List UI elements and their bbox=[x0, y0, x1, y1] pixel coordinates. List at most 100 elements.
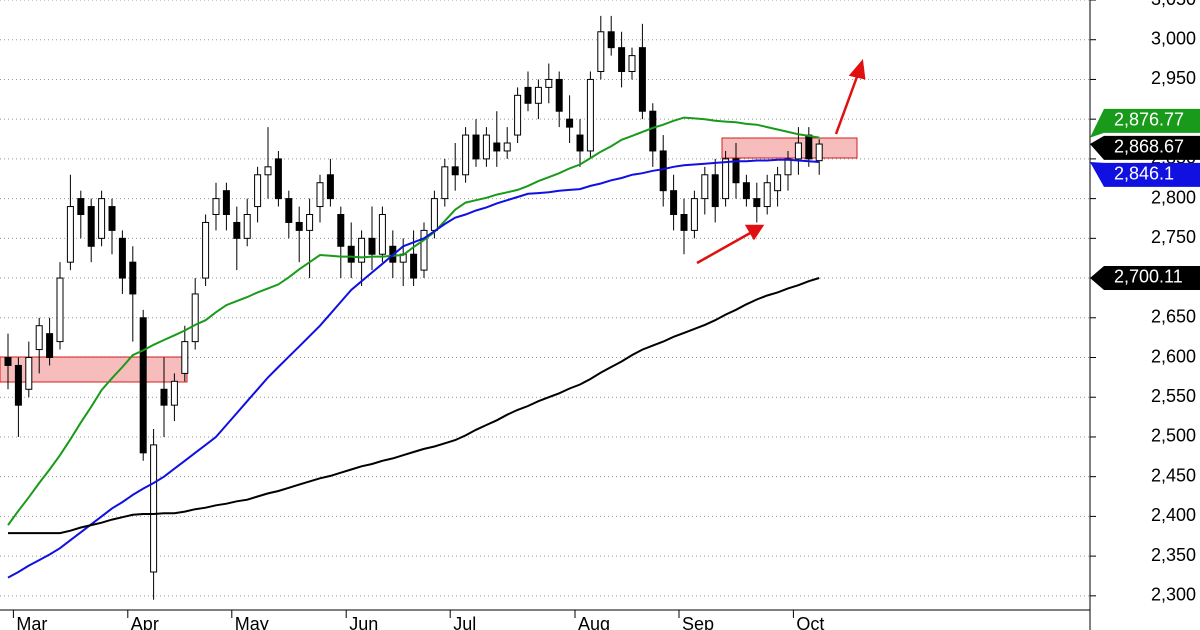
candle-body bbox=[514, 94, 522, 136]
candle-body bbox=[534, 86, 542, 104]
candle-body bbox=[430, 198, 438, 231]
candle-body bbox=[555, 78, 563, 112]
candle-body bbox=[586, 78, 594, 152]
candle-body bbox=[378, 214, 386, 255]
candle-body bbox=[763, 182, 771, 208]
candle-body bbox=[742, 182, 750, 200]
candle-body bbox=[66, 206, 74, 263]
price-tag-label: 2,700.11 bbox=[1114, 267, 1183, 287]
candle-body bbox=[576, 134, 584, 152]
candle-body bbox=[212, 198, 220, 216]
candle-body bbox=[150, 444, 158, 573]
candle-body bbox=[649, 110, 657, 152]
candle-body bbox=[618, 47, 626, 73]
candle-body bbox=[202, 221, 210, 279]
candle-body bbox=[815, 143, 823, 162]
candle-body bbox=[118, 237, 126, 279]
y-tick-label: 2,300 bbox=[1151, 585, 1196, 605]
y-tick-label: 2,450 bbox=[1151, 465, 1196, 485]
candle-body bbox=[794, 142, 802, 160]
y-tick-label: 2,950 bbox=[1151, 68, 1196, 88]
candle-body bbox=[264, 166, 272, 176]
arrow-head bbox=[744, 224, 765, 241]
candle-body bbox=[472, 134, 480, 160]
candle-body bbox=[170, 380, 178, 406]
moving-average bbox=[7, 158, 820, 579]
candle-body bbox=[753, 198, 761, 208]
price-tag-label: 2,868.67 bbox=[1114, 137, 1184, 157]
candle-body bbox=[690, 198, 698, 231]
arrow-shaft bbox=[696, 230, 753, 265]
y-tick-label: 2,600 bbox=[1151, 346, 1196, 366]
candle-body bbox=[410, 253, 418, 279]
candle-body bbox=[326, 174, 334, 200]
y-tick-label: 2,400 bbox=[1151, 505, 1196, 525]
candle-body bbox=[25, 357, 33, 390]
candle-body bbox=[711, 174, 719, 208]
y-tick-label: 2,550 bbox=[1151, 386, 1196, 406]
resistance-zone bbox=[721, 137, 858, 159]
candle-body bbox=[191, 293, 199, 343]
price-tag bbox=[1090, 108, 1200, 138]
candle-body bbox=[129, 261, 137, 295]
candle-body bbox=[108, 206, 116, 231]
plot bbox=[4, 15, 823, 600]
arrow-head bbox=[848, 59, 866, 80]
x-tick-label: Oct bbox=[796, 614, 824, 630]
candle-body bbox=[306, 214, 314, 231]
x-tick-label: May bbox=[235, 614, 269, 630]
y-tick-label: 2,750 bbox=[1151, 227, 1196, 247]
candle-body bbox=[4, 357, 12, 366]
y-tick-label: 3,050 bbox=[1151, 0, 1196, 9]
candle-body bbox=[243, 214, 251, 239]
candle-body bbox=[722, 158, 730, 200]
candle-body bbox=[46, 333, 54, 359]
candle-body bbox=[638, 47, 646, 112]
candle-body bbox=[545, 78, 553, 88]
arrow bbox=[696, 59, 866, 265]
candle-body bbox=[35, 325, 43, 351]
candle-body bbox=[254, 174, 262, 208]
x-tick-label: Apr bbox=[131, 614, 159, 630]
price-tag bbox=[1090, 135, 1200, 160]
moving-average bbox=[8, 277, 820, 535]
x-tick-label: Jul bbox=[453, 614, 476, 630]
candle-body bbox=[566, 118, 574, 128]
candle-body bbox=[420, 229, 428, 271]
arrow-shaft bbox=[834, 73, 860, 135]
candle-body bbox=[805, 134, 813, 160]
candle-body bbox=[358, 237, 366, 263]
candle-body bbox=[222, 190, 230, 216]
candle-body bbox=[347, 245, 355, 263]
candle-body bbox=[98, 198, 106, 239]
candle-body bbox=[524, 86, 532, 104]
candle-body bbox=[316, 182, 324, 208]
y-tick-label: 2,650 bbox=[1151, 307, 1196, 327]
candle-body bbox=[732, 158, 740, 184]
candle-body bbox=[659, 150, 667, 192]
candle-body bbox=[87, 206, 95, 247]
x-tick-label: Sep bbox=[682, 614, 714, 630]
candle-body bbox=[368, 237, 376, 255]
x-tick-label: Jun bbox=[349, 614, 378, 630]
x-tick-label: Mar bbox=[16, 614, 47, 630]
price-tag bbox=[1090, 161, 1200, 187]
candle-body bbox=[680, 214, 688, 231]
price-tag-label: 2,876.77 bbox=[1114, 110, 1184, 130]
candle-body bbox=[77, 198, 85, 216]
candle-body bbox=[493, 142, 501, 152]
candle-body bbox=[462, 134, 470, 176]
candle-body bbox=[441, 166, 449, 200]
grid bbox=[0, 0, 1090, 597]
y-tick-label: 2,500 bbox=[1151, 426, 1196, 446]
candle-body bbox=[597, 31, 605, 73]
candle-body bbox=[503, 142, 511, 152]
candle-body bbox=[14, 364, 22, 406]
candle-body bbox=[160, 388, 168, 406]
candle-body bbox=[482, 134, 490, 160]
candle-body bbox=[233, 221, 241, 239]
candle-body bbox=[274, 158, 282, 200]
x-tick-label: Aug bbox=[578, 614, 610, 630]
candle-body bbox=[670, 190, 678, 216]
